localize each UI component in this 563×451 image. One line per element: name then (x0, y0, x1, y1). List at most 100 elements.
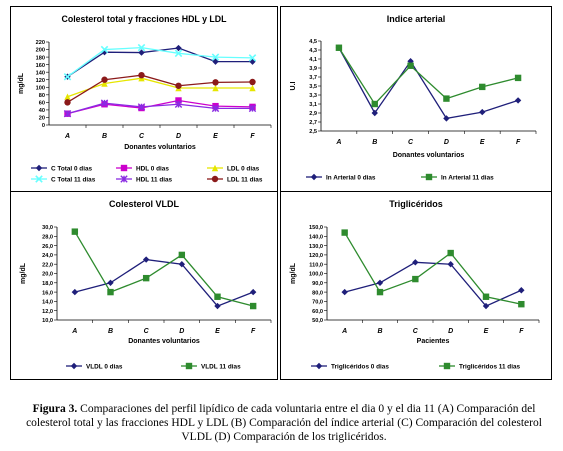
x-tick-label: B (377, 328, 382, 335)
series-6 (64, 72, 256, 106)
y-tick-label: 160 (36, 63, 45, 69)
y-tick-label: 3,9 (309, 66, 317, 72)
data-point (443, 115, 450, 122)
legend-marker (70, 362, 78, 370)
chart-svg: Indice arterial 2,5 2,7 2,9 3,1 3,3 3,5 3,7 3,9 4… (290, 14, 537, 181)
y-tick-label: 80,0 (312, 290, 323, 296)
y-tick-label: 2,9 (309, 111, 317, 117)
series-4 (63, 43, 257, 81)
x-tick-label: F (516, 139, 521, 146)
legend-label: VLDL 11 dias (201, 363, 241, 370)
data-point (518, 300, 525, 308)
y-tick-label: 16,0 (42, 290, 53, 296)
chart-title: Triglicéridos (389, 199, 443, 209)
series-line (67, 102, 253, 115)
data-point (214, 302, 221, 310)
data-point (174, 100, 183, 108)
data-point (376, 288, 384, 296)
y-axis-label: U.I (290, 81, 297, 90)
data-point (178, 261, 186, 268)
x-tick-label: D (444, 139, 449, 146)
data-point (248, 104, 257, 113)
y-tick-label: 60,0 (312, 309, 323, 315)
y-tick-label: 20,0 (42, 272, 53, 278)
series-2 (341, 229, 525, 308)
y-tick-label: 110,0 (309, 262, 323, 268)
series-line (338, 47, 519, 106)
data-point (412, 275, 419, 283)
figure-caption: Figura 3. Comparaciones del perfil lipíd… (14, 402, 554, 444)
data-point (212, 79, 219, 86)
data-point (518, 287, 525, 294)
data-point (479, 108, 486, 116)
series-line (74, 258, 254, 307)
legend-label: LDL 11 dias (227, 176, 263, 183)
data-point (212, 58, 219, 65)
y-tick-label: 70,0 (312, 300, 323, 306)
data-point (175, 97, 182, 104)
data-point (175, 44, 182, 52)
legend-marker (315, 362, 323, 370)
x-tick-label: C (144, 328, 150, 335)
figure-caption-label: Figura 3. (32, 403, 78, 415)
legend-marker (211, 164, 219, 172)
legend-label: C Total 0 dias (51, 165, 93, 172)
legend-entry: C Total 0 dias (31, 164, 93, 172)
series-line (67, 77, 253, 98)
data-point (107, 288, 114, 296)
data-point (64, 93, 71, 100)
legend-entry: HDL 0 dias (116, 164, 169, 172)
data-point (212, 84, 219, 92)
legend-marker (310, 173, 318, 181)
y-tick-label: 120,0 (309, 253, 323, 259)
y-tick-label: 100,0 (309, 272, 323, 278)
y-tick-label: 0 (42, 123, 45, 129)
x-tick-label: B (108, 328, 113, 335)
y-tick-label: 22,0 (42, 262, 53, 268)
chart-panel-indice-arterial: Indice arterial 2,5 2,7 2,9 3,1 3,3 3,5 3,7 3,9 4… (280, 6, 552, 193)
chart-svg: Triglicéridos 50,0 60,0 70,0 80,0 90,0 100,0 11… (290, 199, 540, 370)
legend-marker (35, 164, 43, 172)
data-point (249, 288, 257, 296)
x-tick-label: E (213, 133, 218, 140)
data-point (376, 279, 384, 286)
legend-entry: Triglicéridos 0 dias (311, 362, 389, 370)
legend-entry: C Total 11 dias (31, 175, 96, 183)
legend-entry: VLDL 0 dias (66, 362, 123, 370)
data-point (341, 288, 348, 296)
legend-label: LDL 0 dias (227, 165, 260, 172)
data-point (249, 78, 256, 86)
series-1 (71, 256, 257, 310)
legend-entry: In Arterial 0 dias (306, 173, 376, 181)
y-tick-label: 40 (39, 108, 45, 114)
legend-label: In Arterial 0 dias (326, 174, 376, 181)
x-tick-label: F (519, 328, 524, 335)
y-tick-label: 140 (36, 70, 45, 76)
data-point (371, 100, 378, 108)
x-tick-label: F (251, 328, 256, 335)
series-2 (71, 228, 257, 310)
chart-title: Colesterol total y fracciones HDL y LDL (61, 14, 227, 24)
y-tick-label: 18,0 (42, 281, 53, 287)
data-point (214, 293, 221, 300)
legend-label: In Arterial 11 dias (441, 174, 494, 181)
chart-title: Colesterol VLDL (109, 199, 180, 209)
y-tick-label: 4,5 (309, 39, 317, 45)
data-point (63, 109, 72, 118)
x-axis-label: Donantes voluntarios (124, 144, 196, 151)
data-point (101, 80, 108, 87)
y-tick-label: 30,0 (42, 225, 53, 231)
chart-svg: Colesterol total y fracciones HDL y LDL 0… (18, 14, 272, 183)
y-axis-label: mg/dL (20, 262, 27, 284)
y-tick-label: 2,7 (309, 120, 317, 126)
series-line (67, 47, 253, 78)
y-axis-label: mg/dL (290, 262, 297, 284)
x-tick-label: D (176, 133, 181, 140)
legend-entry: HDL 11 dias (116, 175, 173, 183)
legend-marker (211, 175, 219, 183)
legend-marker (185, 362, 193, 370)
data-point (482, 302, 490, 310)
x-axis-label: Donantes voluntarios (393, 152, 465, 159)
y-tick-label: 150,0 (309, 225, 323, 231)
x-tick-label: A (341, 328, 347, 335)
